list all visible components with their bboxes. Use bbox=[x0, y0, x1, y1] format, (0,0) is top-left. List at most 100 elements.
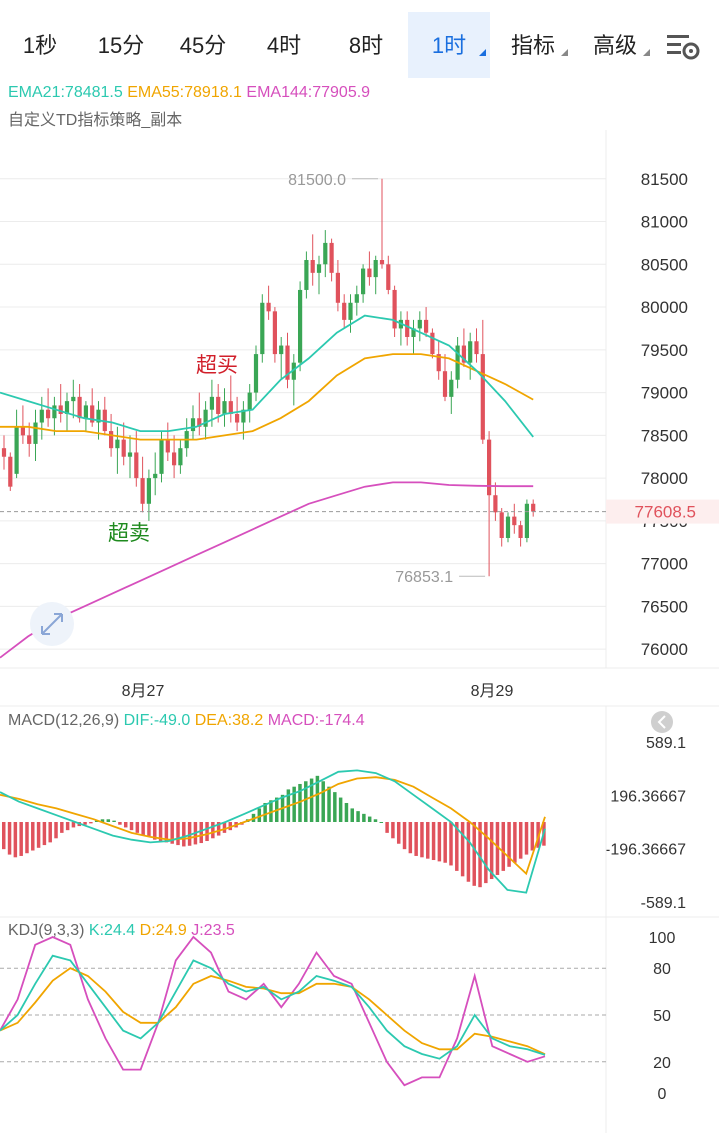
candle-body bbox=[398, 319, 403, 329]
candle-body bbox=[115, 439, 120, 449]
macd-histogram-bar bbox=[507, 822, 511, 867]
candle-body bbox=[228, 401, 233, 414]
dif-line bbox=[0, 769, 546, 894]
candle-body bbox=[127, 452, 133, 457]
candle-body bbox=[159, 439, 164, 474]
macd-histogram-bar bbox=[275, 797, 279, 822]
k-value: K:24.4 bbox=[88, 922, 136, 939]
macd-histogram-bar bbox=[408, 822, 413, 854]
macd-histogram-bar bbox=[286, 789, 291, 822]
candle-body bbox=[1, 448, 7, 457]
ema144-line bbox=[0, 481, 534, 659]
macd-histogram-bar bbox=[216, 822, 221, 836]
macd-histogram-bar bbox=[112, 820, 116, 822]
kdj-tick-label: 50 bbox=[653, 1008, 671, 1025]
candle-body bbox=[90, 405, 95, 423]
candle-body bbox=[531, 503, 536, 512]
candle-body bbox=[216, 396, 221, 414]
kdj-params: KDJ(9,3,3) bbox=[8, 922, 85, 939]
macd-histogram-bar bbox=[147, 822, 151, 837]
macd-histogram-bar bbox=[193, 822, 198, 845]
macd-histogram-bar bbox=[298, 783, 302, 822]
macd-histogram-bar bbox=[25, 822, 29, 854]
candle-body bbox=[83, 405, 88, 419]
candle-body bbox=[392, 289, 397, 329]
min-price-label: 76853.1 bbox=[395, 569, 453, 586]
macd-histogram-bar bbox=[455, 822, 459, 871]
kdj-tick-label: 80 bbox=[653, 961, 671, 978]
dropdown-caret-icon bbox=[479, 49, 486, 56]
tab-advanced[interactable]: 高级 bbox=[576, 12, 654, 78]
macd-histogram-bar bbox=[385, 822, 389, 833]
price-tick-label: 76500 bbox=[641, 597, 688, 616]
macd-tick-label: 196.36667 bbox=[610, 788, 686, 805]
dea-value: DEA:38.2 bbox=[194, 712, 264, 729]
chart-settings-icon[interactable] bbox=[664, 30, 704, 64]
candle-body bbox=[499, 512, 504, 538]
candle-body bbox=[209, 396, 214, 410]
macd-histogram-bar bbox=[536, 822, 540, 848]
macd-histogram-bar bbox=[379, 822, 384, 823]
macd-tick-label: 589.1 bbox=[646, 735, 686, 752]
tab-1s[interactable]: 1秒 bbox=[22, 33, 58, 58]
ema55-line bbox=[0, 353, 534, 441]
macd-histogram-bar bbox=[211, 822, 215, 839]
macd-histogram-bar bbox=[65, 822, 70, 831]
macd-histogram-bar bbox=[518, 822, 523, 859]
macd-histogram-bar bbox=[315, 775, 320, 822]
candle-body bbox=[96, 409, 101, 423]
candle-body bbox=[71, 396, 76, 402]
candle-body bbox=[417, 319, 422, 329]
candle-body bbox=[146, 478, 151, 504]
tab-4h[interactable]: 4时 bbox=[266, 33, 302, 58]
candle-body bbox=[487, 439, 492, 496]
macd-histogram-bar bbox=[129, 822, 134, 831]
candle-body bbox=[77, 396, 82, 419]
price-tick-label: 78000 bbox=[641, 469, 688, 488]
macd-histogram-bar bbox=[199, 822, 203, 844]
tab-1h[interactable]: 1时 bbox=[408, 12, 490, 78]
dropdown-caret-icon bbox=[643, 49, 650, 56]
macd-histogram-bar bbox=[60, 822, 64, 833]
tab-15m[interactable]: 15分 bbox=[97, 33, 145, 58]
candle-body bbox=[134, 452, 139, 479]
macd-histogram-bar bbox=[153, 822, 157, 840]
candle-body bbox=[323, 242, 328, 265]
candle-body bbox=[493, 495, 498, 513]
kdj-tick-label: 100 bbox=[649, 930, 676, 947]
timeframe-tab-bar: 1秒 15分 45分 4时 8时 1时 指标 高级 bbox=[0, 0, 719, 80]
tab-indicators[interactable]: 指标 bbox=[494, 12, 572, 78]
candle-body bbox=[58, 405, 63, 414]
candle-body bbox=[512, 516, 517, 526]
macd-histogram-bar bbox=[187, 822, 192, 846]
overbought-annotation: 超买 bbox=[196, 354, 238, 377]
macd-histogram-bar bbox=[158, 822, 163, 842]
candle-body bbox=[272, 311, 277, 355]
macd-histogram-bar bbox=[350, 808, 354, 822]
kdj-j-line bbox=[0, 935, 546, 1087]
macd-histogram-bar bbox=[396, 822, 401, 844]
macd-histogram-bar bbox=[205, 822, 209, 842]
tab-8h[interactable]: 8时 bbox=[348, 33, 384, 58]
candle-body bbox=[310, 260, 315, 273]
macd-histogram-bar bbox=[170, 822, 174, 844]
candle-body bbox=[411, 328, 416, 337]
macd-histogram-bar bbox=[513, 822, 517, 863]
collapse-left-icon bbox=[651, 711, 673, 733]
candle-body bbox=[367, 268, 372, 278]
candle-body bbox=[247, 392, 252, 410]
candle-body bbox=[405, 319, 410, 337]
tab-45m[interactable]: 45分 bbox=[179, 33, 227, 58]
candle-body bbox=[449, 379, 454, 397]
macd-histogram-bar bbox=[420, 822, 424, 858]
oversold-annotation: 超卖 bbox=[108, 522, 150, 545]
candle-body bbox=[518, 525, 523, 538]
macd-histogram-bar bbox=[48, 822, 52, 843]
candle-body bbox=[27, 435, 32, 444]
last-price-label: 77608.5 bbox=[635, 503, 696, 522]
candle-body bbox=[480, 354, 485, 440]
macd-histogram-bar bbox=[327, 786, 331, 822]
price-tick-label: 78500 bbox=[641, 426, 688, 445]
macd-histogram-bar bbox=[280, 794, 285, 822]
